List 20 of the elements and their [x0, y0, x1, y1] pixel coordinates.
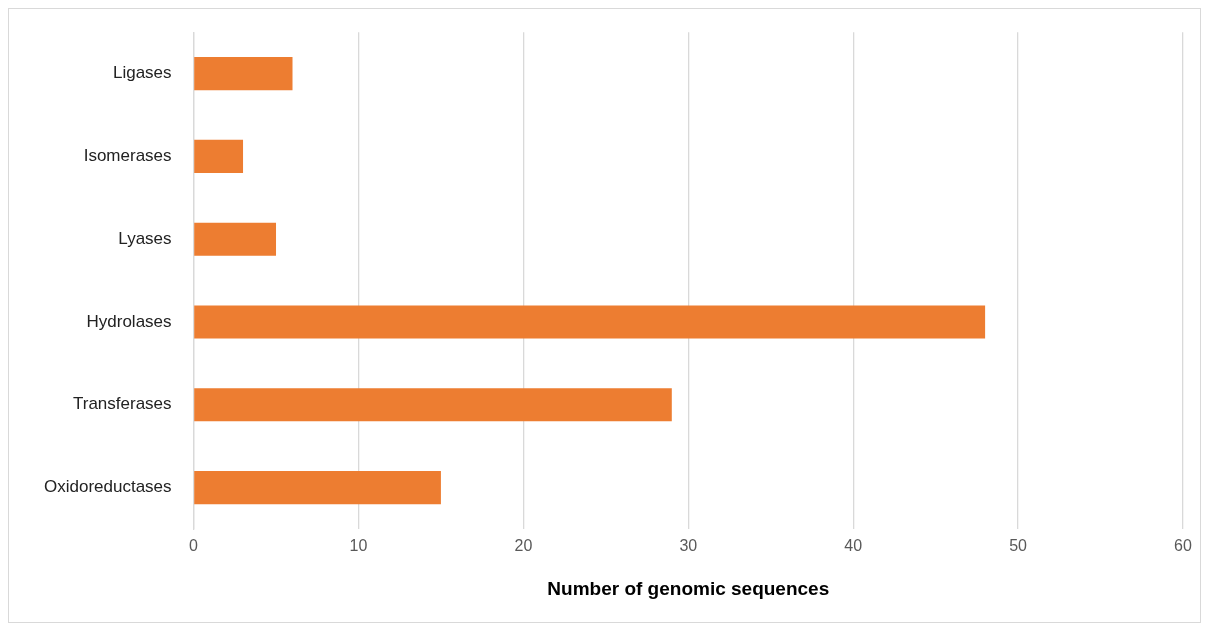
- x-tick-label: 60: [1174, 537, 1192, 555]
- x-tick-label: 30: [679, 537, 698, 555]
- y-tick-label: Transferases: [72, 394, 172, 414]
- bar: [194, 139, 244, 173]
- y-tick-label: Isomerases: [83, 146, 172, 166]
- bar: [194, 471, 441, 505]
- x-tick-label: 40: [844, 537, 863, 555]
- bar: [194, 57, 293, 91]
- y-tick-label: Lyases: [118, 228, 172, 248]
- x-axis-title: Number of genomic sequences: [547, 577, 830, 599]
- bar: [194, 222, 277, 256]
- y-tick-label: Oxidoreductases: [43, 477, 172, 497]
- bar: [194, 388, 672, 422]
- x-tick-label: 50: [1009, 537, 1028, 555]
- y-tick-label: Ligases: [112, 63, 172, 83]
- bar: [194, 305, 986, 339]
- x-tick-label: 10: [349, 537, 368, 555]
- x-tick-label: 0: [189, 537, 199, 555]
- x-tick-label: 20: [514, 537, 533, 555]
- y-tick-label: Hydrolases: [86, 311, 172, 331]
